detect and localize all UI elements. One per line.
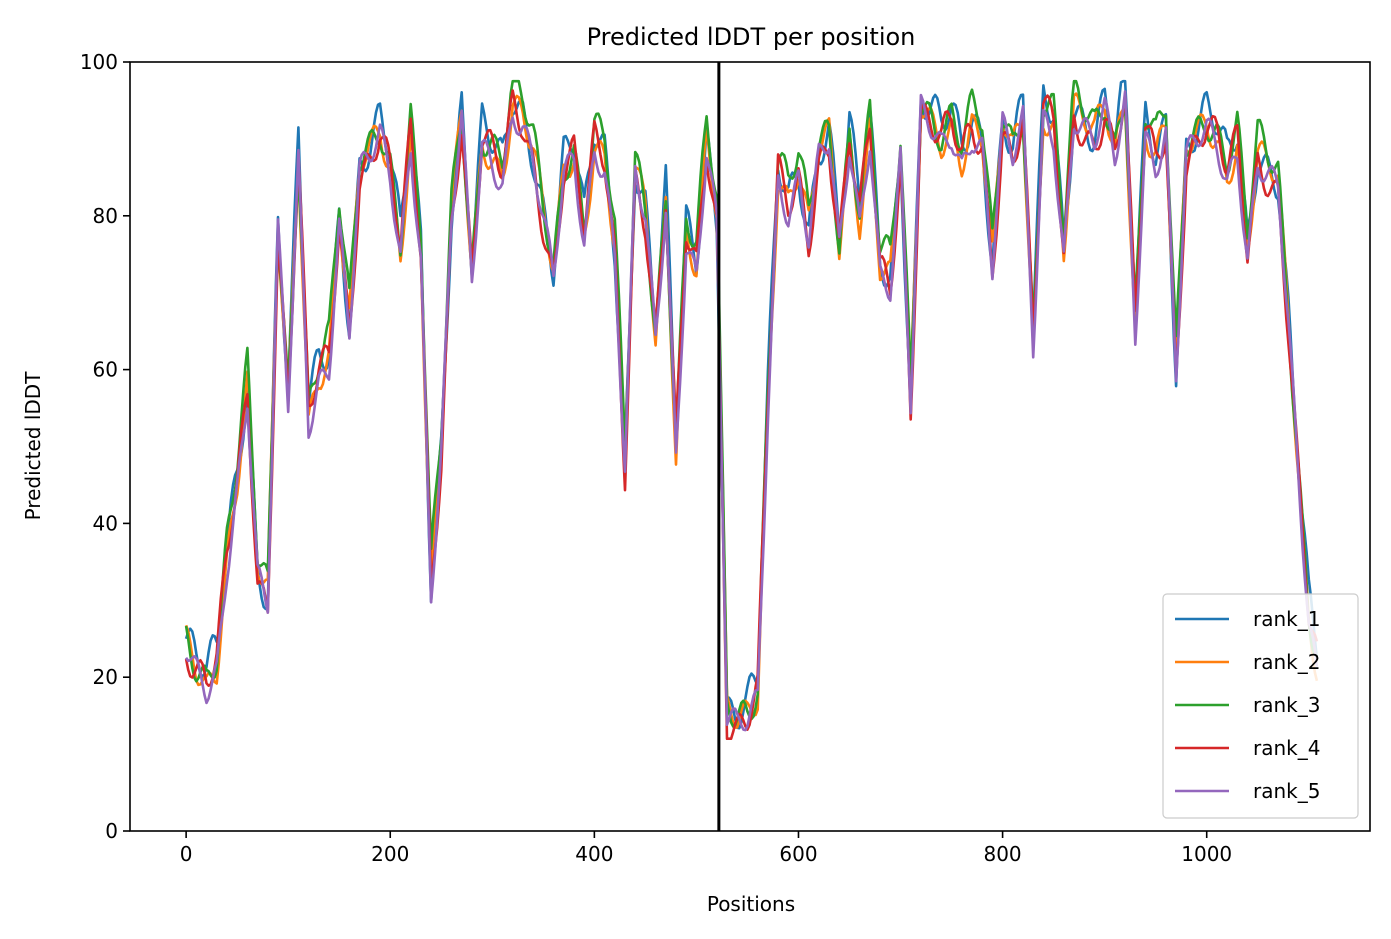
legend-label: rank_1	[1253, 607, 1320, 631]
legend-label: rank_3	[1253, 693, 1320, 717]
y-tick-label: 0	[105, 819, 118, 843]
plot-frame	[129, 61, 1371, 832]
y-axis: 0 20 40 60 80 100	[80, 50, 130, 843]
x-tick-label: 800	[983, 842, 1021, 866]
x-tick-label: 1000	[1181, 842, 1232, 866]
legend-frame	[1162, 593, 1359, 819]
legend-label: rank_4	[1253, 736, 1320, 760]
y-tick-label: 40	[93, 511, 118, 535]
y-tick-label: 80	[93, 204, 118, 228]
x-tick-label: 600	[779, 842, 817, 866]
series-line-rank-5	[185, 90, 1319, 732]
x-tick-label: 400	[575, 842, 613, 866]
y-tick-label: 20	[93, 665, 118, 689]
y-tick-label: 100	[80, 50, 118, 74]
legend-label: rank_5	[1253, 779, 1320, 803]
chart-title: Predicted lDDT per position	[587, 23, 916, 51]
legend: rank_1 rank_2 rank_3 rank_4 rank_5	[1162, 593, 1359, 819]
x-axis: 0 200 400 600 800 1000	[180, 831, 1232, 866]
y-axis-title: Predicted lDDT	[21, 371, 45, 521]
series-layer	[184, 79, 1319, 740]
y-tick-label: 60	[93, 358, 118, 382]
x-tick-label: 200	[371, 842, 409, 866]
x-tick-label: 0	[180, 842, 193, 866]
legend-label: rank_2	[1253, 650, 1320, 674]
x-axis-title: Positions	[707, 892, 795, 916]
